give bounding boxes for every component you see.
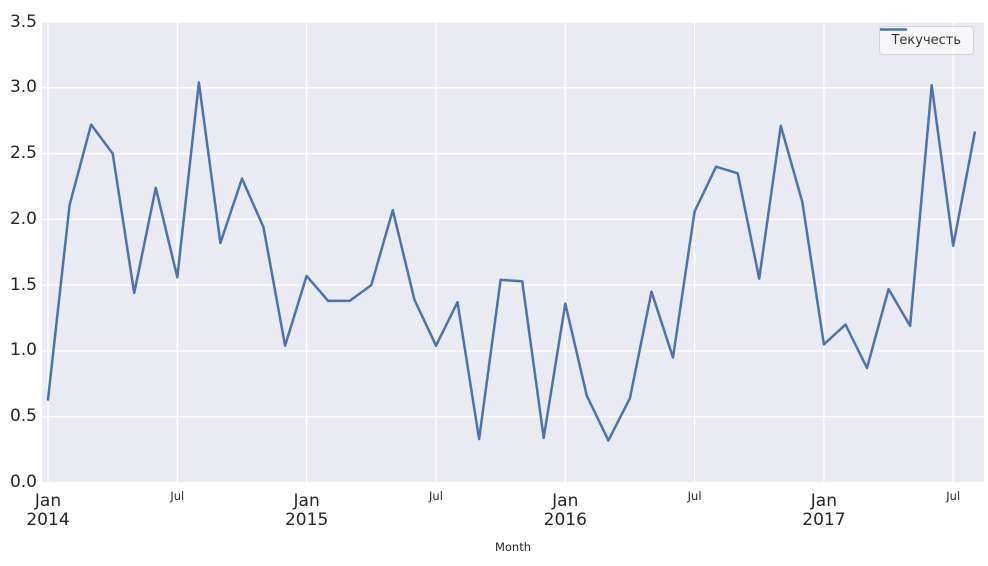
legend-label: Текучесть <box>891 33 961 48</box>
x-tick-label-major: Jan 2017 <box>802 491 846 530</box>
plot-area <box>42 22 984 483</box>
x-tick-label-minor: Jul <box>946 489 961 503</box>
x-tick-label-minor: Jul <box>429 489 443 503</box>
legend: Текучесть <box>879 26 974 55</box>
x-axis-label: Month <box>494 540 532 554</box>
y-tick-label: 2.0 <box>9 208 37 229</box>
y-tick-label: 3.0 <box>9 77 37 98</box>
x-tick-label-major: Jan 2016 <box>543 491 587 530</box>
x-tick-label-major: Jan 2015 <box>284 491 329 530</box>
x-tick-label-major: Jan 2014 <box>26 491 70 530</box>
series-line-turnover <box>46 81 977 442</box>
legend-line-sample <box>880 28 908 31</box>
x-tick-label-minor: Jul <box>687 489 702 503</box>
x-tick-label-minor: Jul <box>170 489 185 503</box>
y-tick-label: 1.0 <box>9 340 37 361</box>
y-tick-label: 1.5 <box>9 274 37 295</box>
grid-lines <box>42 21 984 484</box>
y-tick-label: 2.5 <box>9 143 37 164</box>
y-tick-label: 0.0 <box>9 472 37 492</box>
y-tick-label: 3.5 <box>9 11 37 32</box>
y-tick-label: 0.5 <box>9 406 37 427</box>
